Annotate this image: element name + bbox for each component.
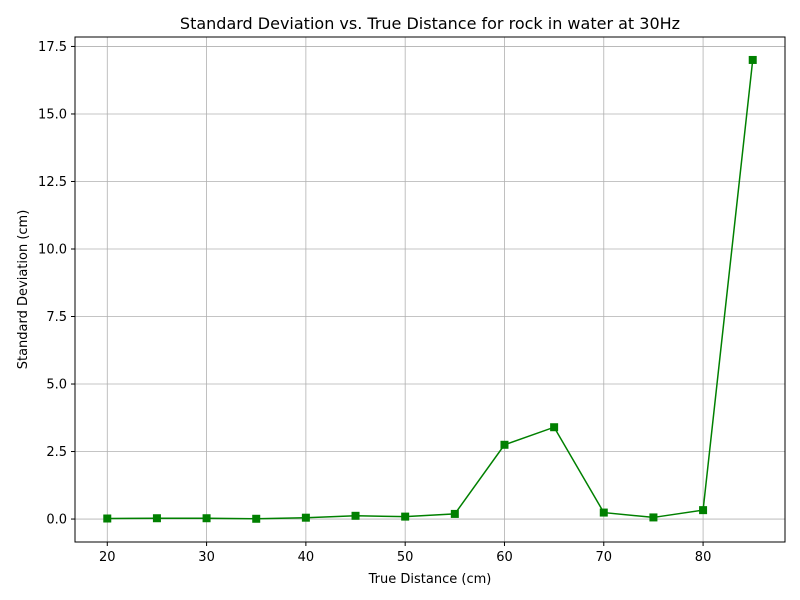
data-point-marker xyxy=(450,509,459,518)
x-tick-label: 60 xyxy=(496,550,513,565)
data-point-marker xyxy=(152,514,161,523)
y-tick-label: 10.0 xyxy=(38,242,67,257)
plot-frame xyxy=(74,36,786,543)
data-point-marker xyxy=(202,514,211,523)
data-point-marker xyxy=(699,506,708,515)
y-tick-label: 7.5 xyxy=(46,310,67,325)
x-axis-label: True Distance (cm) xyxy=(368,572,492,587)
data-point-marker xyxy=(748,55,757,64)
x-tick-label: 40 xyxy=(298,550,315,565)
y-tick-label: 5.0 xyxy=(46,378,67,393)
y-tick-label: 17.5 xyxy=(38,40,67,55)
x-tick-label: 70 xyxy=(596,550,613,565)
y-tick-label: 2.5 xyxy=(46,445,67,460)
y-tick-label: 0.0 xyxy=(46,513,67,528)
data-point-marker xyxy=(351,511,360,520)
data-point-marker xyxy=(649,513,658,522)
data-point-marker xyxy=(500,440,509,449)
data-point-marker xyxy=(252,514,261,523)
x-tick-label: 50 xyxy=(397,550,414,565)
series-layer xyxy=(103,55,757,523)
y-tick-label: 15.0 xyxy=(38,107,67,122)
data-point-marker xyxy=(599,508,608,517)
x-axis-ticks: 20 30 40 50 60 70 80 xyxy=(99,542,711,565)
data-point-marker xyxy=(401,512,410,521)
data-point-marker xyxy=(103,514,112,523)
data-point-marker xyxy=(301,513,310,522)
x-tick-label: 30 xyxy=(198,550,215,565)
x-tick-label: 20 xyxy=(99,550,116,565)
y-axis-ticks: 0.0 2.5 5.0 7.5 10.0 12.5 15.0 17.5 xyxy=(38,40,75,528)
y-axis-label: Standard Deviation (cm) xyxy=(16,210,31,370)
x-tick-label: 80 xyxy=(695,550,712,565)
chart-title: Standard Deviation vs. True Distance for… xyxy=(180,14,680,33)
series-line xyxy=(107,59,754,520)
data-point-marker xyxy=(550,423,559,432)
y-tick-label: 12.5 xyxy=(38,175,67,190)
grid xyxy=(75,37,785,542)
